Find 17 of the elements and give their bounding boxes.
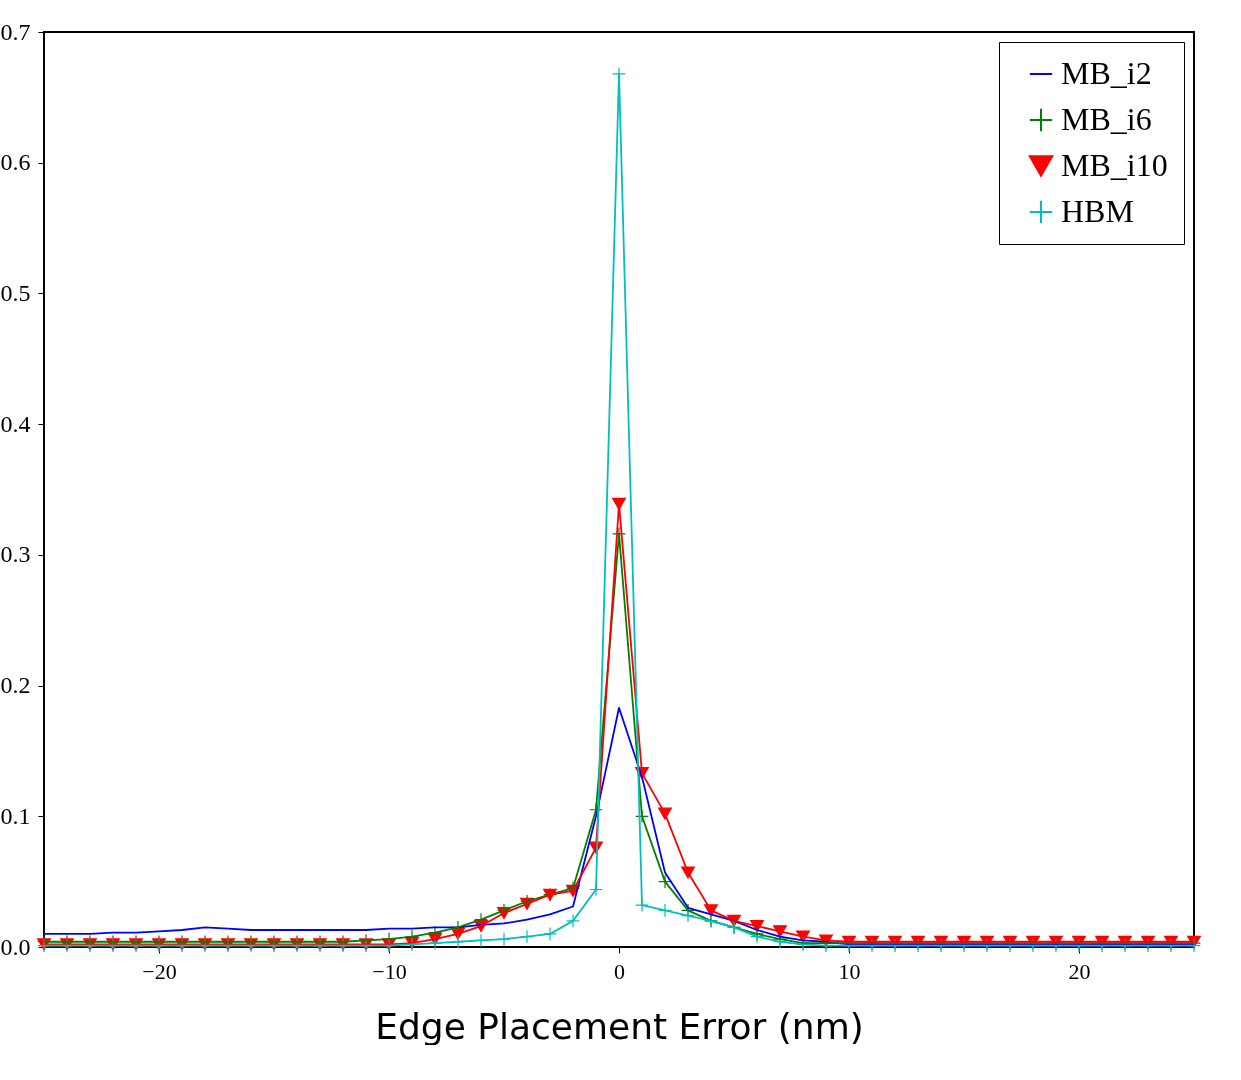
x-tick-label: −10 <box>372 958 407 984</box>
legend-label: MB_i6 <box>1061 101 1152 137</box>
y-tick-label: 0.2 <box>0 672 31 699</box>
x-tick-label: 10 <box>838 958 861 984</box>
legend-label: MB_i2 <box>1061 55 1152 91</box>
y-tick-label: 0.3 <box>0 541 31 568</box>
x-tick-label: −20 <box>142 958 177 984</box>
y-tick-label: 0.0 <box>0 933 31 960</box>
y-tick-label: 0.7 <box>0 18 31 45</box>
y-tick-label: 0.4 <box>0 410 31 437</box>
y-tick-label: 0.5 <box>0 279 31 306</box>
x-tick-label: 0 <box>614 958 625 984</box>
y-tick-label: 0.1 <box>0 802 31 829</box>
legend-label: HBM <box>1061 193 1134 229</box>
x-tick-label: 20 <box>1068 958 1091 984</box>
legend-label: MB_i10 <box>1061 147 1168 183</box>
y-tick-label: 0.6 <box>0 149 31 176</box>
